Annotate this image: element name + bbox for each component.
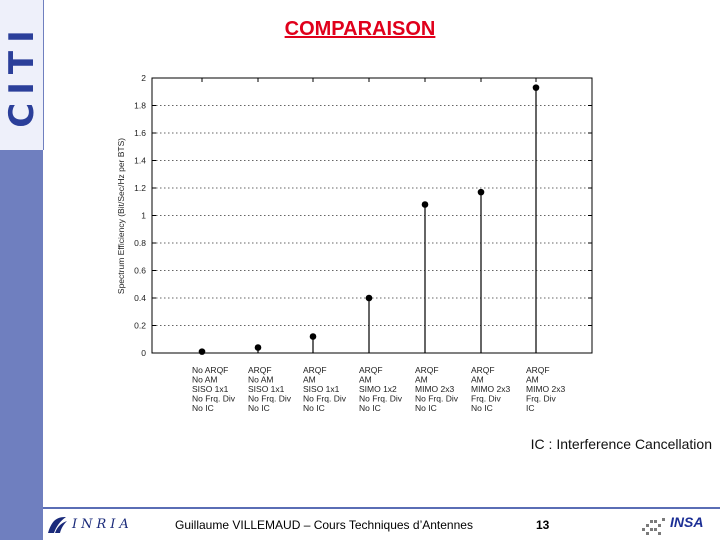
ic-note: IC : Interference Cancellation: [530, 436, 712, 452]
y-tick-label: 1.2: [134, 183, 146, 193]
insa-dots-icon: [642, 518, 665, 535]
stem-marker: [477, 188, 485, 196]
y-tick-label: 0: [141, 348, 146, 358]
insa-logo: INSA: [640, 510, 716, 538]
stem-marker: [421, 201, 429, 208]
footer-divider: [43, 507, 720, 509]
y-tick-label: 1.4: [134, 156, 146, 166]
y-axis-label: Spectrum Efficiency (Bit/Sec/Hz per BTS): [116, 138, 126, 294]
insa-logo-text: INSA: [670, 514, 704, 530]
x-tick-label: ARQF AM SIMO 1x2 No Frq. Div No IC: [359, 365, 403, 413]
stem-marker: [309, 333, 317, 340]
stems: [198, 78, 540, 355]
x-tick-label: ARQF AM MIMO 2x3 Frq. Div IC: [526, 365, 565, 413]
x-tick-label: No ARQF No AM SISO 1x1 No Frq. Div No IC: [192, 365, 236, 413]
inria-logo: INRIA: [44, 514, 140, 536]
x-tick-label: ARQF AM SISO 1x1 No Frq. Div No IC: [303, 365, 347, 413]
y-tick-label: 0.6: [134, 266, 146, 276]
y-tick-label: 0.2: [134, 321, 146, 331]
y-tick-label: 1.8: [134, 101, 146, 111]
slide-title: COMPARAISON: [284, 18, 436, 40]
page-number: 13: [536, 518, 550, 532]
y-axis-ticks: 0 0.2 0.4 0.6 0.8 1 1.2 1.4 1.6 1.8 2: [134, 73, 592, 358]
stem-marker: [532, 84, 540, 91]
x-tick-label: ARQF No AM SISO 1x1 No Frq. Div No IC: [248, 365, 292, 413]
citi-logo: CITI: [0, 0, 44, 150]
inria-mark-icon: [48, 517, 67, 533]
y-tick-label: 2: [141, 73, 146, 83]
inria-logo-text: INRIA: [72, 517, 133, 532]
citi-logo-text: CITI: [1, 22, 42, 128]
footer-author: Guillaume VILLEMAUD – Cours Techniques d…: [175, 518, 473, 532]
x-axis-labels: No ARQF No AM SISO 1x1 No Frq. Div No IC ARQF…: [192, 365, 565, 413]
stem-chart: 0 0.2 0.4 0.6 0.8 1 1.2 1.4 1.6 1.8 2 Spectrum Eff…: [116, 73, 593, 413]
x-tick-label: ARQF AM MIMO 2x3 No Frq. Div No IC: [415, 365, 459, 413]
sidebar: CITI: [0, 0, 44, 540]
y-tick-label: 0.4: [134, 293, 146, 303]
x-tick-label: ARQF AM MIMO 2x3 Frq. Div No IC: [471, 365, 510, 413]
y-tick-label: 1.6: [134, 128, 146, 138]
y-tick-label: 1: [141, 211, 146, 221]
stem-marker: [365, 294, 373, 302]
y-tick-label: 0.8: [134, 238, 146, 248]
stem-marker: [254, 344, 262, 351]
